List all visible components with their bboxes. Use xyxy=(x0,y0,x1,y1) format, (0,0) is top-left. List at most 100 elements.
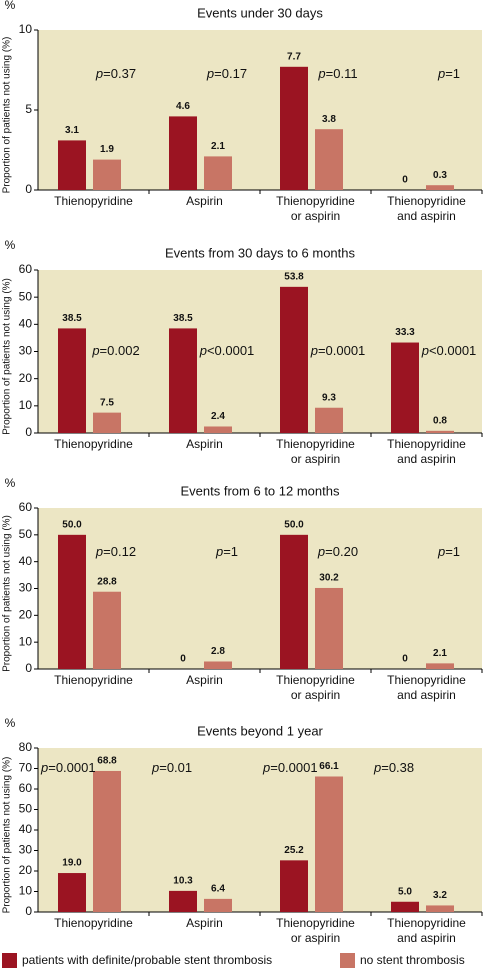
y-unit: % xyxy=(5,0,16,12)
x-tick-label: Thienopyridine or aspirin xyxy=(276,916,355,945)
y-tick-label: 10 xyxy=(19,884,33,898)
annotation-rest: =0.20 xyxy=(325,544,358,559)
x-tick-label-line: Aspirin xyxy=(186,194,223,208)
legend-label: no stent thrombosis xyxy=(360,953,465,967)
y-tick-label: 0 xyxy=(25,182,32,196)
x-tick-label-line: Thienopyridine xyxy=(387,916,466,930)
bar xyxy=(426,663,454,669)
x-tick-label-line: Thienopyridine xyxy=(54,916,133,930)
x-tick-label-line: or aspirin xyxy=(291,931,340,945)
value-label: 2.4 xyxy=(211,411,225,422)
annotation-italic: p xyxy=(215,544,223,559)
bar xyxy=(204,426,232,433)
annotation-italic: p xyxy=(317,66,325,81)
y-tick-label: 20 xyxy=(19,863,33,877)
bar xyxy=(315,776,343,912)
annotation: p=1 xyxy=(437,544,460,559)
x-tick-label-line: Aspirin xyxy=(186,437,223,451)
x-tick-label: Aspirin xyxy=(186,673,223,687)
value-label: 38.5 xyxy=(173,313,193,324)
x-tick-label: Thienopyridine or aspirin xyxy=(276,673,355,702)
y-tick-label: 50 xyxy=(19,802,33,816)
y-tick-label: 50 xyxy=(19,289,33,303)
x-tick-label-line: or aspirin xyxy=(291,209,340,223)
y-unit: % xyxy=(5,238,16,252)
annotation-rest: =0.38 xyxy=(381,760,414,775)
annotation-italic: p xyxy=(91,343,99,358)
bar xyxy=(426,905,454,912)
bar xyxy=(93,159,121,190)
y-tick-label: 50 xyxy=(19,527,33,541)
value-label: 28.8 xyxy=(97,576,117,587)
annotation-rest: =1 xyxy=(445,66,460,81)
bar xyxy=(426,185,454,190)
y-axis-label: Proportion of patients not using (%) xyxy=(2,37,13,194)
x-tick-label: Thienopyridine and aspirin xyxy=(387,437,466,466)
y-tick-label: 5 xyxy=(25,102,32,116)
annotation: p=0.12 xyxy=(95,544,136,559)
y-tick-label: 60 xyxy=(19,500,33,514)
annotation-italic: p xyxy=(310,343,318,358)
annotation: p<0.0001 xyxy=(199,343,255,358)
annotation-rest: <0.0001 xyxy=(429,343,476,358)
bar xyxy=(280,860,308,912)
value-label: 0 xyxy=(402,175,408,186)
x-tick-label-line: and aspirin xyxy=(397,209,456,223)
y-tick-label: 80 xyxy=(19,740,33,754)
y-tick-label: 40 xyxy=(19,317,33,331)
y-tick-label: 10 xyxy=(19,22,33,36)
annotation: p=0.11 xyxy=(317,66,357,81)
bar xyxy=(280,534,308,669)
x-tick-label-line: or aspirin xyxy=(291,688,340,702)
bar xyxy=(315,407,343,433)
value-label: 7.7 xyxy=(287,51,301,62)
annotation-italic: p xyxy=(373,760,381,775)
annotation: p=0.01 xyxy=(151,760,192,775)
annotation-rest: =0.0001 xyxy=(48,760,95,775)
annotation: p=0.17 xyxy=(206,66,247,81)
x-tick-label-line: Thienopyridine xyxy=(387,437,466,451)
y-tick-label: 10 xyxy=(19,398,33,412)
x-tick-label-line: Thienopyridine xyxy=(387,194,466,208)
y-axis-label: Proportion of patients not using (%) xyxy=(2,757,13,914)
y-tick-label: 40 xyxy=(19,822,33,836)
x-tick-label-line: Aspirin xyxy=(186,916,223,930)
annotation-italic: p xyxy=(437,66,445,81)
bar xyxy=(280,66,308,190)
annotation-italic: p xyxy=(262,760,270,775)
value-label: 38.5 xyxy=(62,313,82,324)
bar xyxy=(315,129,343,190)
value-label: 4.6 xyxy=(176,101,190,112)
y-tick-label: 30 xyxy=(19,344,33,358)
x-tick-label-line: Thienopyridine xyxy=(276,916,355,930)
annotation-italic: p xyxy=(317,544,325,559)
annotation: p=0.0001 xyxy=(262,760,318,775)
x-tick-label-line: or aspirin xyxy=(291,452,340,466)
value-label: 9.3 xyxy=(322,392,336,403)
y-tick-label: 0 xyxy=(25,661,32,675)
annotation: p=0.37 xyxy=(95,66,136,81)
value-label: 3.1 xyxy=(65,125,79,136)
x-tick-label-line: and aspirin xyxy=(397,931,456,945)
annotation-rest: =0.11 xyxy=(326,66,358,81)
bar xyxy=(204,661,232,669)
annotation: p<0.0001 xyxy=(421,343,477,358)
value-label: 25.2 xyxy=(284,845,304,856)
legend-swatch xyxy=(2,953,17,968)
value-label: 2.8 xyxy=(211,646,225,657)
chart-title: Events under 30 days xyxy=(197,5,323,20)
x-tick-label: Thienopyridine or aspirin xyxy=(276,194,355,223)
x-tick-label: Thienopyridine xyxy=(54,673,133,687)
chart-title: Events beyond 1 year xyxy=(197,723,323,738)
bar xyxy=(204,898,232,912)
value-label: 3.8 xyxy=(322,114,336,125)
annotation: p=0.002 xyxy=(91,343,139,358)
annotation: p=0.20 xyxy=(317,544,358,559)
x-tick-label: Thienopyridine xyxy=(54,194,133,208)
annotation-rest: =0.12 xyxy=(103,544,136,559)
value-label: 2.1 xyxy=(433,648,447,659)
chart-title: Events from 30 days to 6 months xyxy=(165,245,356,260)
value-label: 68.8 xyxy=(97,756,117,767)
bar xyxy=(204,156,232,190)
